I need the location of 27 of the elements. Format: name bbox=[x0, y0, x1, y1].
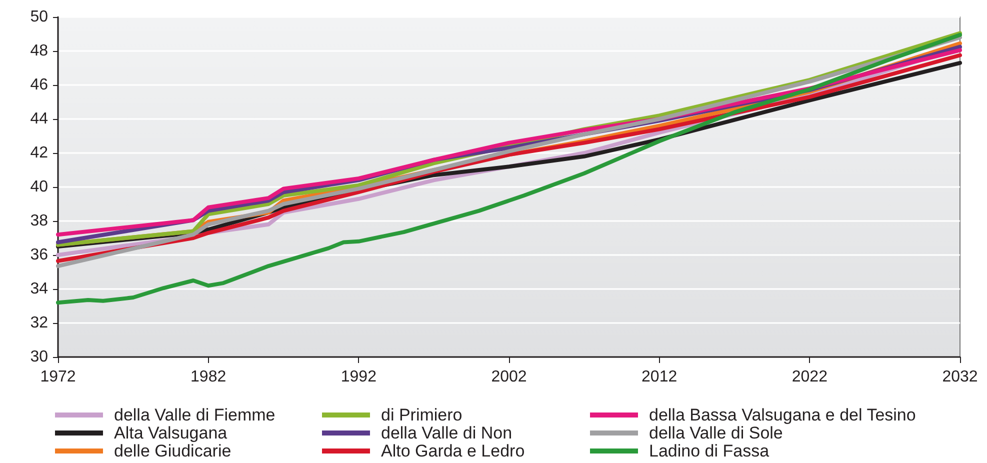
x-tick-label: 2012 bbox=[642, 368, 678, 386]
y-tick-label: 30 bbox=[30, 348, 48, 366]
y-tick-label: 38 bbox=[30, 212, 48, 230]
legend-label: Alto Garda e Ledro bbox=[381, 442, 525, 460]
legend-label: di Primiero bbox=[381, 406, 462, 424]
x-tick-label: 2022 bbox=[792, 368, 828, 386]
y-tick-label: 42 bbox=[30, 144, 48, 162]
legend-label: della Valle di Non bbox=[381, 424, 512, 442]
y-tick-label: 40 bbox=[30, 178, 48, 196]
y-tick-label: 48 bbox=[30, 42, 48, 60]
y-tick-label: 44 bbox=[30, 110, 48, 128]
y-tick-label: 46 bbox=[30, 76, 48, 94]
x-tick-label: 1982 bbox=[190, 368, 226, 386]
y-tick-label: 32 bbox=[30, 314, 48, 332]
legend-label: della Bassa Valsugana e del Tesino bbox=[649, 406, 916, 424]
legend-label: della Valle di Sole bbox=[649, 424, 783, 442]
legend-label: della Valle di Fiemme bbox=[114, 406, 276, 424]
legend-label: delle Giudicarie bbox=[114, 442, 232, 460]
y-tick-label: 34 bbox=[30, 280, 48, 298]
y-tick-label: 50 bbox=[30, 8, 48, 26]
x-tick-label: 2002 bbox=[491, 368, 527, 386]
x-tick-label: 1972 bbox=[40, 368, 76, 386]
x-tick-label: 2032 bbox=[942, 368, 978, 386]
legend-label: Alta Valsugana bbox=[114, 424, 228, 442]
x-tick-label: 1992 bbox=[340, 368, 377, 386]
legend-label: Ladino di Fassa bbox=[649, 442, 770, 460]
y-tick-label: 36 bbox=[30, 246, 48, 264]
